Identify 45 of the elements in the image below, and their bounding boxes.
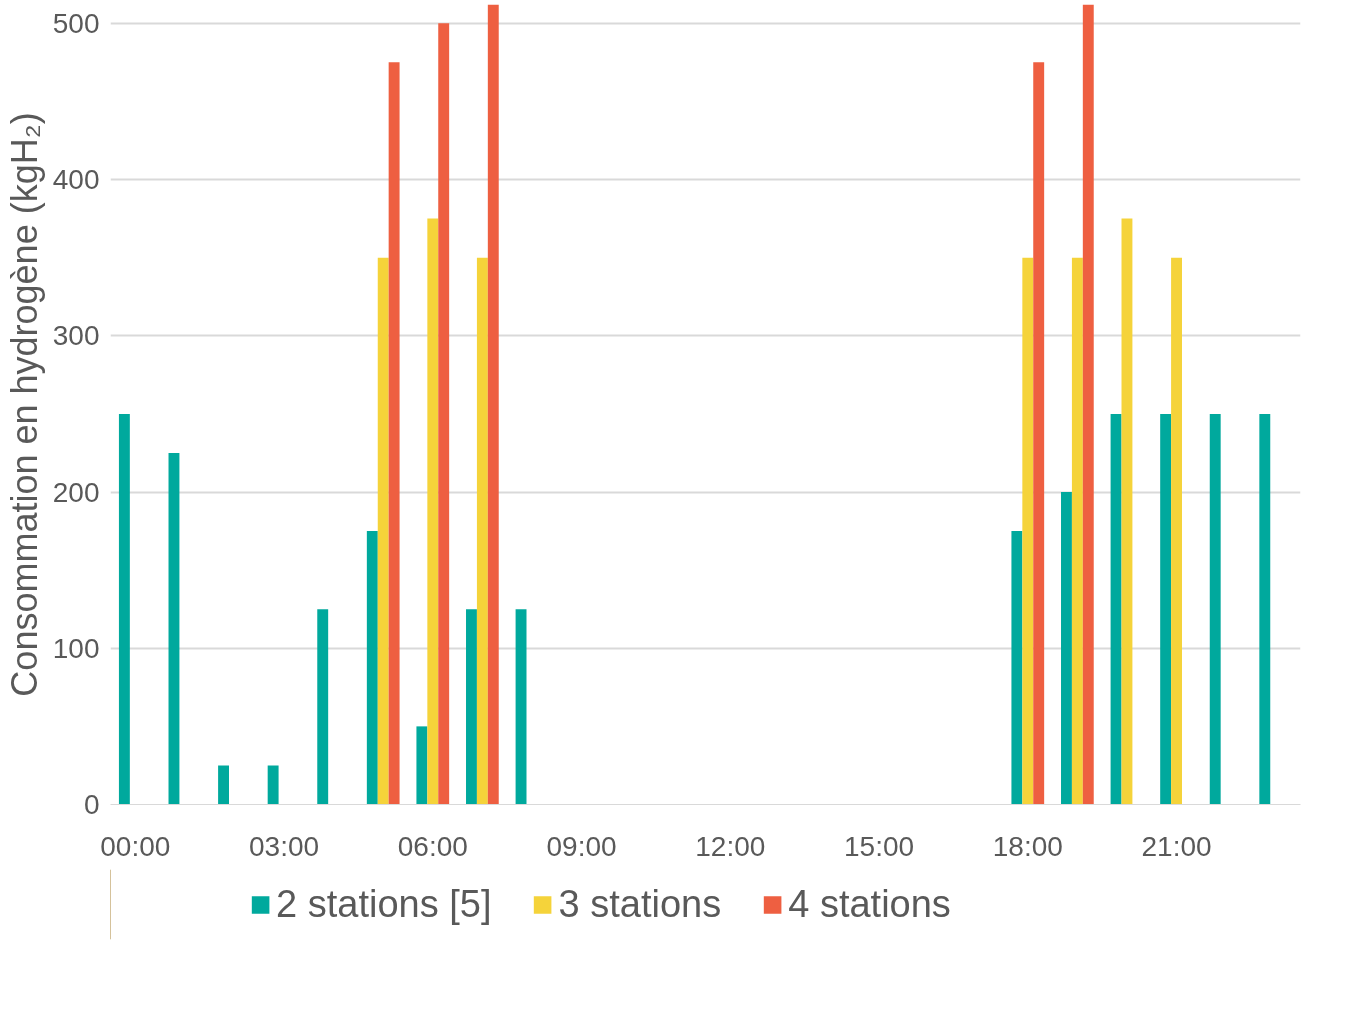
bar <box>1022 257 1034 805</box>
x-tick-label: 03:00 <box>249 830 320 862</box>
x-tick-label: 00:00 <box>100 830 171 862</box>
bar <box>1121 218 1133 805</box>
legend-label: 3 stations <box>558 882 722 926</box>
bar <box>466 609 477 805</box>
bar <box>1171 257 1182 805</box>
bar <box>438 23 450 805</box>
y-tick-label: 400 <box>52 164 100 195</box>
bar <box>267 765 279 805</box>
bar <box>1061 492 1072 805</box>
bar <box>1110 413 1122 805</box>
x-tick-label: 06:00 <box>397 830 468 862</box>
bar <box>218 765 229 805</box>
bar <box>168 452 180 805</box>
bar <box>416 726 428 805</box>
bar <box>1011 531 1023 805</box>
bar <box>317 609 329 805</box>
legend-label: 2 stations [5] <box>276 882 492 926</box>
bar <box>515 609 527 805</box>
y-tick-label: 500 <box>52 7 100 39</box>
bar <box>487 4 499 805</box>
y-tick-label: 0 <box>83 789 100 820</box>
x-tick-label: 12:00 <box>695 830 766 862</box>
y-tick-label: 200 <box>52 476 100 508</box>
legend-label: 4 stations <box>788 882 951 926</box>
y-tick-label: 300 <box>52 320 100 352</box>
x-tick-label: 09:00 <box>546 830 617 862</box>
x-tick-label: 18:00 <box>992 830 1063 862</box>
bar <box>1033 62 1045 805</box>
bar <box>118 413 130 805</box>
bar <box>476 257 488 805</box>
bar <box>1071 257 1083 805</box>
bar <box>1259 413 1271 805</box>
bar <box>388 62 400 805</box>
bar <box>366 531 378 805</box>
bar <box>1082 4 1094 805</box>
bar <box>1160 413 1172 805</box>
bar <box>427 218 439 805</box>
x-tick-label: 21:00 <box>1141 830 1212 862</box>
bar <box>377 257 389 805</box>
bar <box>1209 413 1221 805</box>
x-tick-label: 15:00 <box>844 830 915 862</box>
y-tick-label: 100 <box>52 632 100 664</box>
y-axis-title: Consommation en hydrogène (kgH₂) <box>3 112 45 697</box>
